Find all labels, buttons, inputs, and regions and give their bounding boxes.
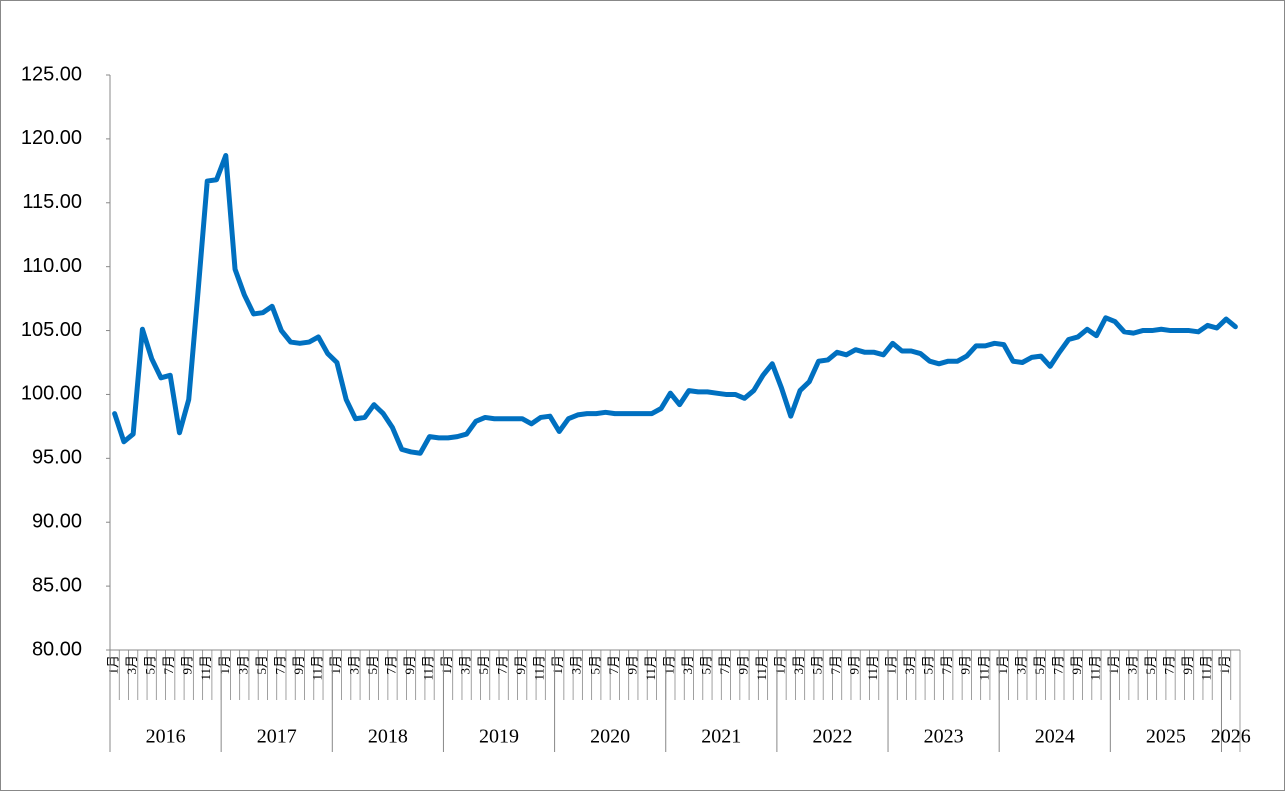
year-label: 2026 — [1211, 726, 1251, 748]
x-tick-label: 9月 — [402, 655, 417, 675]
x-tick-label: 1月 — [661, 655, 676, 675]
x-tick-label: 7月 — [1162, 655, 1177, 675]
y-tick-label: 100.00 — [21, 383, 82, 405]
x-tick-label: 5月 — [254, 655, 269, 675]
x-tick-label: 11月 — [976, 655, 991, 681]
year-label: 2016 — [146, 726, 186, 748]
x-tick-label: 3月 — [1013, 655, 1028, 675]
x-tick-label: 1月 — [884, 655, 899, 675]
x-tick-label: 3月 — [458, 655, 473, 675]
x-tick-label: 3月 — [235, 655, 250, 675]
x-tick-label: 5月 — [810, 655, 825, 675]
x-tick-label: 1月 — [217, 655, 232, 675]
x-tick-label: 9月 — [180, 655, 195, 675]
y-tick-label: 105.00 — [21, 319, 82, 341]
x-tick-label: 11月 — [754, 655, 769, 681]
x-tick-label: 1月 — [550, 655, 565, 675]
year-label: 2020 — [590, 726, 630, 748]
year-label: 2024 — [1035, 726, 1075, 748]
x-tick-label: 9月 — [513, 655, 528, 675]
year-label: 2021 — [701, 726, 741, 748]
x-tick-label: 9月 — [291, 655, 306, 675]
year-label: 2025 — [1146, 726, 1186, 748]
y-tick-label: 120.00 — [21, 127, 82, 149]
x-tick-label: 11月 — [421, 655, 436, 681]
x-tick-label: 11月 — [865, 655, 880, 681]
x-tick-label: 5月 — [476, 655, 491, 675]
x-tick-label: 3月 — [569, 655, 584, 675]
x-tick-label: 1月 — [328, 655, 343, 675]
x-tick-label: 9月 — [958, 655, 973, 675]
x-tick-label: 7月 — [161, 655, 176, 675]
y-tick-label: 125.00 — [21, 63, 82, 85]
x-tick-label: 7月 — [495, 655, 510, 675]
year-label: 2017 — [257, 726, 297, 748]
x-tick-label: 7月 — [1050, 655, 1065, 675]
y-tick-label: 80.00 — [32, 638, 82, 660]
x-tick-label: 1月 — [773, 655, 788, 675]
x-tick-label: 9月 — [1069, 655, 1084, 675]
x-tick-label: 11月 — [643, 655, 658, 681]
x-tick-label: 3月 — [680, 655, 695, 675]
x-tick-label: 1月 — [995, 655, 1010, 675]
x-tick-label: 5月 — [143, 655, 158, 675]
year-label: 2019 — [479, 726, 519, 748]
x-tick-label: 11月 — [198, 655, 213, 681]
x-tick-label: 3月 — [346, 655, 361, 675]
x-tick-label: 11月 — [1087, 655, 1102, 681]
x-tick-label: 1月 — [1106, 655, 1121, 675]
x-tick-label: 9月 — [1180, 655, 1195, 675]
line-series — [112, 153, 1238, 456]
x-tick-label: 11月 — [1199, 655, 1214, 681]
x-tick-label: 3月 — [902, 655, 917, 675]
x-tick-label: 5月 — [1143, 655, 1158, 675]
x-tick-label: 7月 — [383, 655, 398, 675]
x-tick-label: 3月 — [1124, 655, 1139, 675]
x-tick-label: 1月 — [1217, 655, 1232, 675]
x-tick-label: 3月 — [124, 655, 139, 675]
x-tick-label: 9月 — [847, 655, 862, 675]
x-tick-label: 1月 — [106, 655, 121, 675]
year-label: 2022 — [812, 726, 852, 748]
x-tick-label: 7月 — [717, 655, 732, 675]
x-tick-label: 5月 — [587, 655, 602, 675]
x-tick-label: 11月 — [309, 655, 324, 681]
x-tick-label: 5月 — [921, 655, 936, 675]
x-tick-label: 9月 — [735, 655, 750, 675]
y-tick-label: 85.00 — [32, 574, 82, 596]
x-tick-label: 1月 — [439, 655, 454, 675]
y-tick-label: 110.00 — [22, 255, 82, 277]
x-tick-label: 7月 — [828, 655, 843, 675]
x-tick-label: 9月 — [624, 655, 639, 675]
year-label: 2023 — [924, 726, 964, 748]
y-tick-label: 115.00 — [22, 191, 82, 213]
x-tick-label: 5月 — [365, 655, 380, 675]
y-tick-label: 90.00 — [32, 511, 82, 533]
x-tick-label: 7月 — [272, 655, 287, 675]
y-tick-label: 95.00 — [32, 447, 82, 469]
x-tick-label: 11月 — [532, 655, 547, 681]
year-label: 2018 — [368, 726, 408, 748]
x-tick-label: 5月 — [1032, 655, 1047, 675]
x-tick-label: 5月 — [698, 655, 713, 675]
x-tick-label: 7月 — [606, 655, 621, 675]
x-tick-label: 3月 — [791, 655, 806, 675]
x-tick-label: 7月 — [939, 655, 954, 675]
